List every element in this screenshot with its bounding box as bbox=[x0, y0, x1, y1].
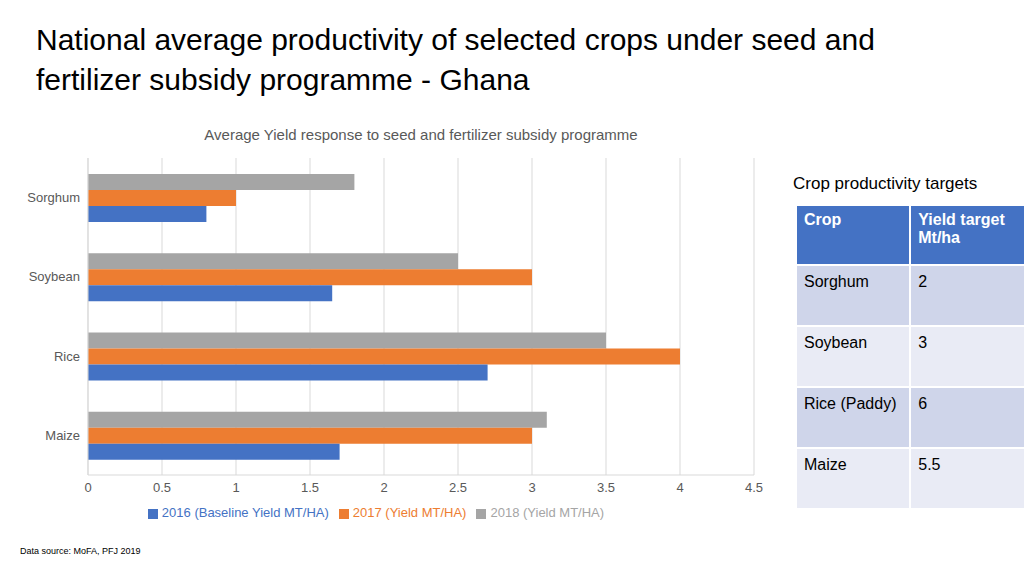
svg-text:0.5: 0.5 bbox=[153, 480, 171, 495]
html-text:Soybean: Soybean bbox=[804, 334, 868, 351]
html-text:Maize: Maize bbox=[804, 456, 847, 473]
html-text:Rice (Paddy): Rice (Paddy) bbox=[804, 395, 897, 412]
svg-text:Sorghum: Sorghum bbox=[27, 190, 80, 205]
html-text:2: 2 bbox=[918, 273, 928, 290]
svg-text:3.5: 3.5 bbox=[597, 480, 615, 495]
html-text:2017 (Yield MT/HA): 2017 (Yield MT/HA) bbox=[352, 505, 467, 520]
svg-text:Maize: Maize bbox=[45, 428, 80, 443]
html-text:5.5: 5.5 bbox=[918, 456, 941, 473]
svg-text:1.5: 1.5 bbox=[301, 480, 319, 495]
svg-text:Rice: Rice bbox=[54, 349, 80, 364]
html-text:2018 (Yield MT/HA): 2018 (Yield MT/HA) bbox=[490, 505, 605, 520]
html-text:Yield target Mt/ha: Yield target Mt/ha bbox=[918, 211, 1005, 246]
html-text:Crop productivity targets: Crop productivity targets bbox=[793, 174, 978, 193]
svg-text:Soybean: Soybean bbox=[29, 269, 80, 284]
svg-text:2.5: 2.5 bbox=[449, 480, 467, 495]
svg-text:4.5: 4.5 bbox=[745, 480, 763, 495]
svg-text:0: 0 bbox=[84, 480, 91, 495]
html-text:Sorghum: Sorghum bbox=[804, 273, 869, 290]
html-text:6: 6 bbox=[918, 395, 928, 412]
svg-text:1: 1 bbox=[232, 480, 239, 495]
html-text:Data source: MoFA, PFJ 2019: Data source: MoFA, PFJ 2019 bbox=[20, 546, 141, 556]
html-text:3: 3 bbox=[918, 334, 928, 351]
html-text:2016 (Baseline Yield MT/HA): 2016 (Baseline Yield MT/HA) bbox=[161, 505, 329, 520]
svg-text:2: 2 bbox=[380, 480, 387, 495]
html-text:National average productivity: National average productivity of selecte… bbox=[36, 23, 875, 96]
svg-text:4: 4 bbox=[676, 480, 683, 495]
svg-text:3: 3 bbox=[528, 480, 535, 495]
html-text:Crop: Crop bbox=[804, 211, 842, 228]
html-text:Average Yield response to seed: Average Yield response to seed and ferti… bbox=[204, 126, 638, 143]
